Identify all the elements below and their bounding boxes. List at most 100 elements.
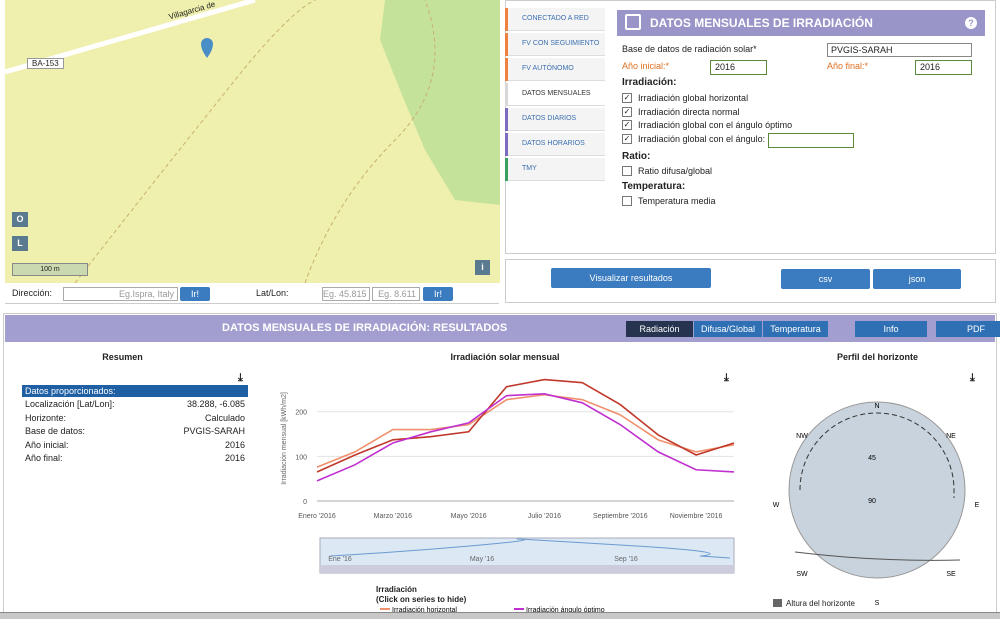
actions-panel <box>505 259 996 303</box>
json-button[interactable]: json <box>873 269 961 289</box>
summary-value: PVGIS-SARAH <box>183 426 245 436</box>
tab[interactable] <box>508 58 605 81</box>
zoom-button[interactable]: O <box>12 212 28 227</box>
checkbox[interactable]: ✓ <box>622 120 632 130</box>
tab-label: FV CON SEGUIMIENTO <box>522 40 600 47</box>
checkbox-label: Irradiación global horizontal <box>638 93 749 103</box>
visualize-button[interactable]: Visualizar resultados <box>551 268 711 288</box>
checkbox[interactable] <box>622 196 632 206</box>
summary-value: 2016 <box>224 453 245 463</box>
checkbox[interactable]: ✓ <box>622 93 632 103</box>
tab-stripe <box>505 58 508 81</box>
checkbox[interactable]: ✓ <box>622 106 632 117</box>
result-button[interactable]: Difusa/Global <box>694 321 762 337</box>
tab-stripe <box>505 8 508 31</box>
checkbox[interactable] <box>622 166 632 176</box>
tab[interactable] <box>508 108 605 131</box>
checkbox-label: Irradiación global con el ángulo: <box>638 133 766 144</box>
tab[interactable] <box>508 158 605 181</box>
y-axis-label: Irradiación mensual [kWh/m2] <box>281 392 288 485</box>
go-button[interactable]: Ir! <box>180 287 210 301</box>
divider <box>5 303 499 304</box>
road-code: BA-153 <box>27 58 64 69</box>
summary-value: 2016 <box>224 439 245 450</box>
irradiation-heading: Irradiación: <box>622 77 677 88</box>
legend-label[interactable]: Irradiación horizontal <box>392 607 457 612</box>
address-input[interactable]: Eg.Ispra, Italy <box>63 287 178 301</box>
end-label: Año final:* <box>827 61 869 71</box>
pin <box>201 38 213 58</box>
checkbox[interactable]: ✓ <box>622 133 632 144</box>
forest <box>380 0 500 205</box>
series-line[interactable] <box>316 393 735 482</box>
lon-input[interactable]: Eg. 8.611 <box>372 287 420 301</box>
legend-title: Irradiación <box>376 585 417 594</box>
y-tick-label: 0 <box>303 499 307 506</box>
csv-button[interactable]: csv <box>781 269 870 289</box>
track <box>74 0 335 283</box>
help-icon[interactable]: ? <box>965 17 977 29</box>
y-tick-label: 200 <box>295 410 307 417</box>
tab-label: TMY <box>522 165 537 172</box>
tab-stripe <box>505 108 508 131</box>
direction-label: NE <box>946 433 956 440</box>
x-tick-label: Marzo '2016 <box>374 513 412 520</box>
checkbox-label: Irradiación directa normal <box>638 106 740 117</box>
direction-label: N <box>874 403 879 410</box>
db-select[interactable]: PVGIS-SARAH <box>827 43 972 57</box>
ratio-heading: Ratio: <box>622 151 651 162</box>
x-tick-label: Julio '2016 <box>528 513 561 520</box>
checkbox-label: Temperatura media <box>638 196 716 206</box>
direction-label: SW <box>796 571 808 578</box>
end-input[interactable]: 2016 <box>915 60 972 75</box>
result-button[interactable]: Radiación <box>626 321 693 337</box>
legend-swatch <box>773 599 782 607</box>
summary-value: 38.288, -6.085 <box>186 399 245 409</box>
tab-label: DATOS MENSUALES <box>522 90 591 97</box>
download-icon[interactable]: ⤓ <box>724 372 729 384</box>
series-line[interactable] <box>316 378 735 473</box>
tab[interactable] <box>508 133 605 156</box>
navigator-label: May '16 <box>470 556 494 563</box>
summary-value: Calculado <box>204 412 245 423</box>
start-input[interactable]: 2016 <box>710 60 767 75</box>
track <box>304 0 436 283</box>
direction-label: NW <box>796 433 808 440</box>
horizon-title: Perfil del horizonte <box>836 352 918 362</box>
summary-label: Base de datos: <box>25 426 86 436</box>
scrollbar[interactable] <box>320 565 734 573</box>
tab-stripe <box>505 158 508 181</box>
series-line[interactable] <box>316 393 735 468</box>
db-label: Base de datos de radiación solar* <box>622 44 757 54</box>
download-icon[interactable]: ⤓ <box>970 372 975 384</box>
tab[interactable] <box>508 33 605 56</box>
tab[interactable] <box>508 8 605 31</box>
direction-label: E <box>975 502 980 509</box>
result-button[interactable]: Temperatura <box>763 321 828 337</box>
info-button[interactable]: i <box>475 260 490 275</box>
checkbox-label: Ratio difusa/global <box>638 166 713 176</box>
result-button[interactable]: Info <box>855 321 927 337</box>
scale-bar: 100 m <box>12 263 88 276</box>
summary-label: Horizonte: <box>25 412 67 423</box>
map[interactable]: Villagarcia de BA-153 O L 100 m i <box>5 0 500 283</box>
tab-stripe <box>505 33 508 56</box>
chart-title: Irradiación solar mensual <box>450 352 560 362</box>
download-icon[interactable]: ⤓ <box>238 372 243 384</box>
summary-header: Datos proporcionados: <box>22 385 248 397</box>
navigator-label: Ene '16 <box>328 556 352 563</box>
angle-input[interactable] <box>768 133 854 148</box>
result-button[interactable]: PDF <box>936 321 1000 337</box>
lat-input[interactable]: Eg. 45.815 <box>322 287 370 301</box>
tab-stripe <box>505 133 508 156</box>
go-button[interactable]: Ir! <box>423 287 453 301</box>
horizon-disc <box>788 401 966 579</box>
ring-label: 45 <box>868 455 876 462</box>
taskbar <box>0 612 1000 619</box>
tab[interactable] <box>508 83 605 106</box>
legend-label[interactable]: Irradiación ángulo óptimo <box>526 607 605 612</box>
zoom-button[interactable]: L <box>12 236 28 251</box>
direction-label: S <box>875 600 880 607</box>
